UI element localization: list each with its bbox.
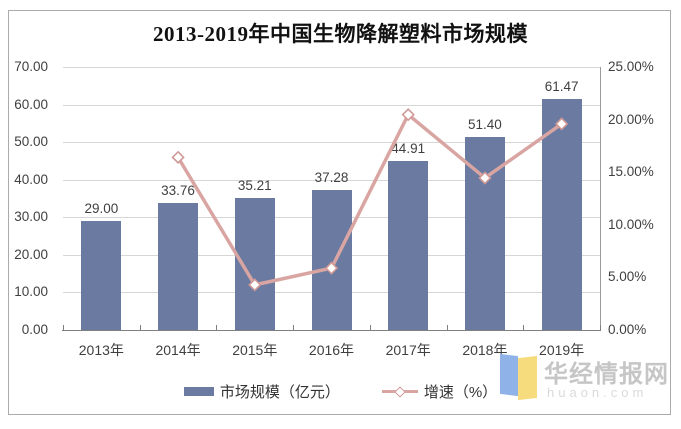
plot-area: 0.00 10.00 20.00 30.00 40.00 50.00 60.00 70.00 0…	[14, 59, 654, 358]
x-axis-label: 2015年	[232, 342, 278, 358]
gridline	[63, 142, 600, 144]
right-axis-tick-label: 25.00%	[608, 59, 654, 74]
x-axis-tick	[600, 325, 601, 330]
x-axis-tick	[293, 325, 295, 330]
line-marker-diamond	[171, 150, 185, 164]
right-axis-spine	[600, 67, 601, 330]
huaon-logo-icon	[498, 353, 540, 401]
gridline	[63, 67, 600, 68]
bar-2019年	[541, 99, 582, 330]
x-axis-label: 2014年	[155, 342, 201, 358]
legend-item-growth: 增速（%）	[381, 381, 498, 402]
left-axis-tick-label: 60.00	[14, 96, 48, 112]
bar-value-label: 44.91	[391, 141, 426, 157]
gridline	[63, 104, 600, 106]
left-axis-tick-label: 0.00	[21, 322, 48, 337]
x-axis-tick	[369, 325, 371, 330]
legend-label: 增速（%）	[423, 384, 498, 401]
x-axis-label: 2017年	[385, 342, 431, 358]
line-marker-diamond	[401, 108, 415, 122]
right-axis-tick-label: 20.00%	[608, 111, 654, 127]
logo-yellow-shape	[518, 355, 537, 401]
legend-diamond-marker	[394, 385, 406, 398]
line-marker-diamond	[555, 117, 569, 131]
left-axis-tick-label: 70.00	[14, 59, 48, 74]
x-axis-tick	[216, 325, 218, 330]
x-axis-tick	[523, 325, 525, 330]
chart-border-frame	[8, 10, 671, 415]
left-axis-tick-label: 20.00	[14, 246, 48, 262]
legend-label: 市场规模（亿元）	[219, 384, 340, 401]
chart-title: 2013-2019年中国生物降解塑料市场规模	[153, 22, 528, 46]
left-axis-tick-label: 40.00	[14, 171, 48, 187]
bar-2013年	[81, 221, 122, 330]
gridline	[63, 179, 600, 181]
growth-line	[171, 108, 569, 292]
x-axis-line	[62, 330, 601, 331]
bar-2017年	[388, 161, 429, 330]
bar-value-label: 37.28	[314, 169, 349, 185]
x-axis-tick	[63, 325, 64, 330]
right-axis-tick-label: 0.00%	[608, 322, 647, 337]
bar-2014年	[158, 203, 199, 330]
bar-2016年	[311, 189, 352, 330]
watermark-name: 华经情报网	[544, 361, 669, 388]
legend: 市场规模（亿元） 增速（%）	[0, 381, 681, 402]
right-axis-tick-label: 10.00%	[608, 216, 654, 232]
bar-value-label: 61.47	[544, 79, 579, 95]
legend-line-diamond-icon	[381, 385, 418, 398]
bar-value-label: 33.76	[161, 183, 195, 199]
right-axis-tick-label: 5.00%	[608, 269, 647, 285]
legend-bar-swatch-icon	[183, 387, 214, 396]
bar-value-label: 29.00	[84, 201, 119, 217]
x-axis-label: 2019年	[539, 342, 585, 358]
x-axis-tick	[139, 325, 141, 330]
bar-value-label: 35.21	[237, 177, 272, 193]
growth-line-path	[176, 111, 563, 287]
logo-blue-shape	[500, 353, 518, 397]
x-axis-tick	[446, 325, 448, 330]
right-axis-tick-label: 15.00%	[608, 164, 654, 180]
line-marker-diamond	[478, 171, 492, 185]
bar-value-label: 51.40	[468, 116, 502, 132]
left-axis-tick-label: 10.00	[14, 284, 48, 300]
legend-item-market-size: 市场规模（亿元）	[183, 381, 340, 402]
left-axis-tick-label: 30.00	[14, 209, 48, 225]
watermark-domain: huaon.com	[547, 385, 648, 400]
x-axis-label: 2013年	[78, 342, 124, 358]
line-marker-diamond	[248, 278, 262, 292]
x-axis-label: 2016年	[308, 342, 355, 358]
x-axis-label: 2018年	[462, 342, 508, 358]
left-axis-tick-label: 50.00	[14, 134, 48, 150]
line-marker-diamond	[324, 261, 339, 275]
